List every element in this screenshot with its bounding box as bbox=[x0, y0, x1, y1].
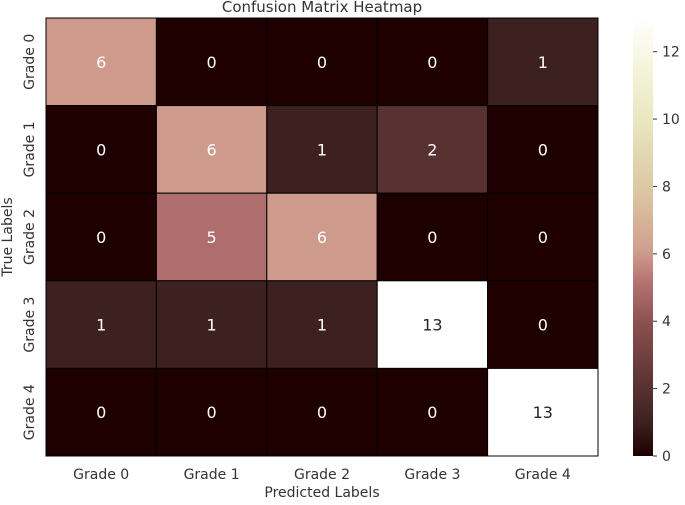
y-tick-label: Grade 3 bbox=[22, 297, 38, 353]
heatmap-cell bbox=[155, 192, 268, 282]
heatmap-cell bbox=[266, 192, 378, 282]
y-tick-labels: Grade 0 Grade 1 Grade 2 Grade 3 Grade 4 bbox=[22, 34, 38, 440]
heatmap-cell bbox=[376, 192, 489, 282]
cell-value-label: 0 bbox=[96, 403, 106, 422]
cell-value-label: 0 bbox=[538, 228, 548, 247]
heatmap-cell bbox=[376, 280, 489, 369]
cell-value-label: 5 bbox=[207, 228, 217, 247]
cell-value-label: 0 bbox=[317, 403, 327, 422]
y-tick-label: Grade 4 bbox=[22, 384, 38, 440]
heatmap-cell bbox=[266, 17, 378, 107]
x-tick-label: Grade 0 bbox=[73, 467, 129, 483]
cell-value-label: 2 bbox=[427, 140, 437, 159]
cell-value-label: 0 bbox=[427, 228, 437, 247]
cell-value-label: 6 bbox=[207, 140, 217, 159]
heatmap-cell bbox=[376, 17, 489, 107]
colorbar bbox=[633, 18, 653, 456]
y-tick-label: Grade 1 bbox=[22, 121, 38, 177]
heatmap-cell bbox=[155, 367, 268, 457]
x-axis-label: Predicted Labels bbox=[264, 485, 379, 501]
heatmap-cell bbox=[45, 280, 157, 369]
chart-title: Confusion Matrix Heatmap bbox=[222, 0, 422, 16]
x-tick-label: Grade 3 bbox=[404, 467, 460, 483]
cell-value-label: 0 bbox=[538, 316, 548, 335]
heatmap-cell bbox=[45, 105, 157, 194]
heatmap-cell bbox=[155, 280, 268, 369]
cell-value-label: 0 bbox=[96, 140, 106, 159]
cell-value-label: 6 bbox=[317, 228, 327, 247]
y-tick-label: Grade 2 bbox=[22, 209, 38, 265]
cell-value-label: 0 bbox=[207, 53, 217, 72]
heatmap-cells bbox=[45, 17, 599, 457]
heatmap-cell bbox=[155, 17, 268, 107]
heatmap-cell bbox=[266, 367, 378, 457]
heatmap-cell bbox=[266, 105, 378, 194]
heatmap-cell bbox=[487, 367, 599, 457]
cell-value-label: 6 bbox=[96, 53, 106, 72]
heatmap-cell bbox=[45, 17, 157, 107]
colorbar-tick-label: 6 bbox=[662, 247, 671, 263]
heatmap-cell bbox=[487, 280, 599, 369]
x-tick-label: Grade 4 bbox=[515, 467, 571, 483]
colorbar-tick-label: 2 bbox=[662, 382, 671, 398]
x-tick-label: Grade 2 bbox=[294, 467, 350, 483]
colorbar-tick-label: 12 bbox=[662, 45, 680, 61]
cell-value-label: 0 bbox=[207, 403, 217, 422]
cell-value-label: 0 bbox=[427, 403, 437, 422]
heatmap-cell bbox=[266, 280, 378, 369]
x-tick-labels: Grade 0 Grade 1 Grade 2 Grade 3 Grade 4 bbox=[73, 467, 571, 483]
cell-value-label: 0 bbox=[427, 53, 437, 72]
heatmap-cell bbox=[487, 192, 599, 282]
cell-value-label: 13 bbox=[533, 403, 553, 422]
heatmap-cell bbox=[45, 367, 157, 457]
cell-value-label: 1 bbox=[96, 316, 106, 335]
cell-value-label: 1 bbox=[207, 316, 217, 335]
cell-value-label: 0 bbox=[96, 228, 106, 247]
heatmap-cell bbox=[487, 105, 599, 194]
cell-value-label: 0 bbox=[317, 53, 327, 72]
x-tick-label: Grade 1 bbox=[184, 467, 240, 483]
colorbar-tick-label: 8 bbox=[662, 179, 671, 195]
colorbar-tick-label: 4 bbox=[662, 314, 671, 330]
y-tick-label: Grade 0 bbox=[22, 34, 38, 90]
cell-annotations: 6 0 0 0 10 6 1 2 00 5 6 0 01 1 1 13 00 0 0 0 13 bbox=[96, 53, 553, 422]
cell-value-label: 13 bbox=[422, 316, 442, 335]
colorbar-tick-label: 10 bbox=[662, 112, 680, 128]
colorbar-ticks: 0 2 4 6 8 10 12 bbox=[653, 45, 680, 465]
heatmap-cell bbox=[487, 17, 599, 107]
cell-value-label: 1 bbox=[538, 53, 548, 72]
colorbar-tick-label: 0 bbox=[662, 449, 671, 465]
cell-value-label: 0 bbox=[538, 140, 548, 159]
cell-value-label: 1 bbox=[317, 140, 327, 159]
cell-value-label: 1 bbox=[317, 316, 327, 335]
y-axis-label: True Labels bbox=[0, 197, 16, 277]
